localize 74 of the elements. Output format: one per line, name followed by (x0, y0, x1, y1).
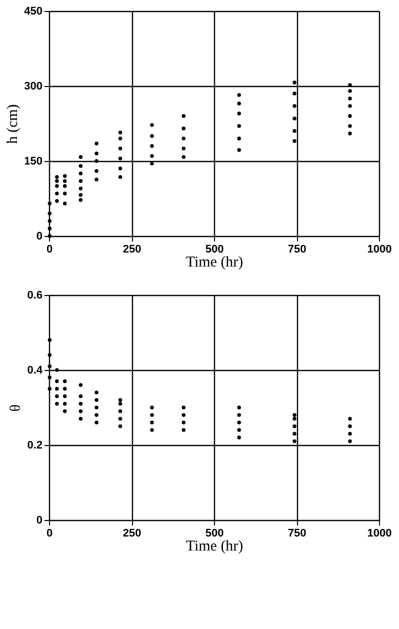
point (292, 432, 296, 436)
point (237, 406, 241, 410)
point (292, 413, 296, 417)
point (62, 386, 67, 391)
y-tick-label: 0 (36, 230, 42, 242)
point (55, 386, 59, 391)
point (118, 398, 122, 402)
point (182, 428, 186, 432)
point (94, 420, 98, 424)
y-tick-label: 0.2 (27, 440, 42, 452)
point (237, 436, 241, 440)
y-axis-title: h (cm) (5, 104, 22, 144)
point (55, 368, 59, 372)
point (94, 406, 98, 410)
point (150, 406, 154, 410)
point (182, 420, 186, 424)
x-tick-label: 0 (46, 528, 53, 540)
point (292, 424, 296, 428)
point (62, 394, 67, 398)
point (182, 406, 186, 410)
point (118, 416, 122, 421)
point (237, 420, 241, 424)
point (292, 439, 296, 444)
point (118, 402, 122, 406)
point (118, 409, 122, 414)
y-axis-title: θ (8, 404, 24, 412)
point (237, 428, 241, 432)
point (55, 402, 59, 406)
point (150, 428, 154, 432)
x-tick-label: 500 (205, 528, 224, 540)
x-tick-label: 250 (122, 244, 142, 256)
x-axis-title: Time (hr) (186, 538, 244, 554)
point (48, 338, 52, 342)
y-tick-label: 450 (24, 6, 42, 18)
point (94, 413, 98, 417)
point (55, 379, 59, 384)
point (62, 379, 67, 384)
x-tick-label: 500 (205, 244, 224, 256)
point (78, 409, 83, 414)
point (292, 416, 296, 421)
point (78, 394, 83, 398)
y-tick-label: 150 (24, 156, 42, 168)
point (78, 416, 83, 421)
point (237, 413, 241, 417)
x-tick-label: 0 (46, 244, 53, 256)
y-tick-label: 0.4 (27, 364, 44, 376)
x-tick-label: 1000 (367, 244, 392, 256)
x-axis-title: Time (hr) (186, 254, 244, 270)
y-tick-label: 300 (24, 80, 42, 92)
point (62, 409, 67, 414)
point (48, 364, 52, 368)
x-tick-label: 750 (288, 528, 306, 540)
point (94, 390, 98, 394)
y-tick-label: 0 (36, 514, 42, 526)
point (150, 413, 154, 417)
point (94, 398, 98, 402)
point (48, 376, 52, 380)
point (150, 420, 154, 424)
x-tick-label: 1000 (367, 528, 392, 540)
point (348, 416, 352, 421)
point (348, 439, 352, 444)
point (118, 424, 122, 428)
point (55, 394, 59, 398)
point (62, 402, 67, 406)
point (348, 432, 352, 436)
point (48, 353, 52, 357)
point (182, 413, 186, 417)
point (348, 424, 352, 428)
x-tick-label: 250 (122, 528, 142, 540)
point (78, 402, 83, 406)
x-tick-label: 750 (288, 244, 306, 256)
point (78, 383, 83, 387)
point (48, 386, 52, 391)
y-tick-label: 0.6 (27, 290, 42, 302)
